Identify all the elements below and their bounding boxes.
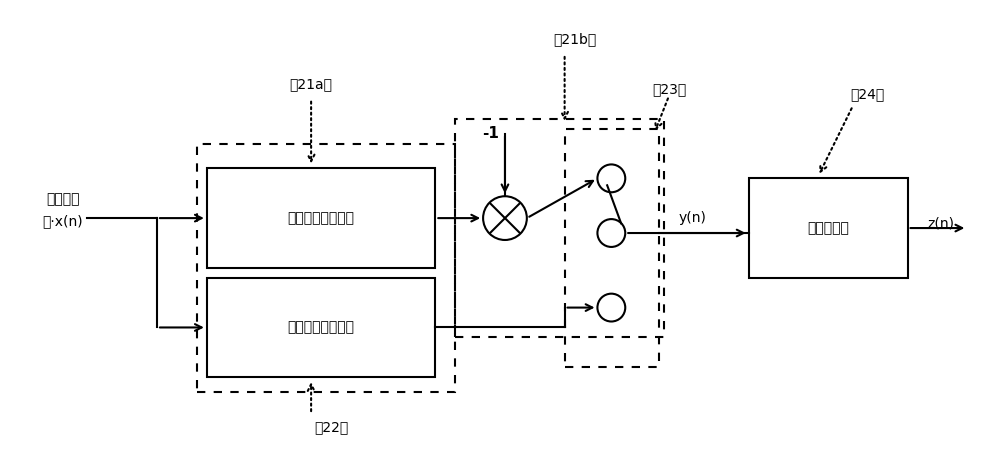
Bar [749, 178, 908, 278]
Circle shape [483, 196, 527, 240]
Circle shape [597, 219, 625, 247]
Bar [207, 168, 435, 268]
Text: 实部信号抽取模块: 实部信号抽取模块 [288, 211, 355, 225]
Text: z(n): z(n) [927, 216, 954, 230]
Text: （21b）: （21b） [553, 32, 596, 46]
Text: 号·x(n): 号·x(n) [42, 214, 83, 228]
Circle shape [597, 294, 625, 322]
Text: （21a）: （21a） [290, 77, 333, 91]
Text: 虚部信号抽取模块: 虚部信号抽取模块 [288, 321, 355, 334]
Text: -1: -1 [483, 126, 499, 141]
Text: 基带复信: 基带复信 [46, 192, 79, 206]
Text: （24）: （24） [851, 87, 885, 101]
Text: （22）: （22） [314, 420, 348, 434]
Bar [197, 143, 455, 392]
Text: （23）: （23） [652, 82, 686, 96]
Bar [565, 129, 659, 367]
Text: y(n): y(n) [679, 211, 707, 225]
Circle shape [597, 165, 625, 192]
Bar [207, 278, 435, 377]
Text: 后解码模块: 后解码模块 [807, 221, 849, 235]
Bar [455, 119, 664, 337]
